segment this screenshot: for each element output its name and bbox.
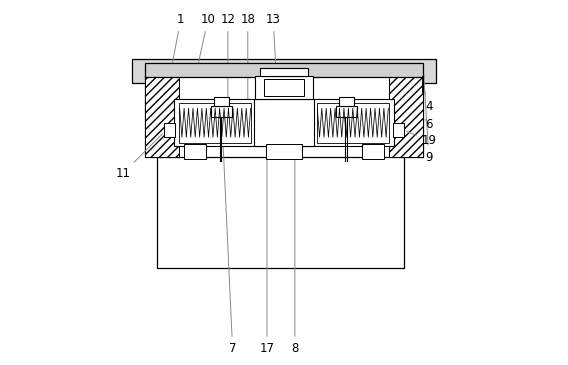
Text: 13: 13	[266, 13, 281, 143]
Bar	[264, 79, 304, 96]
Text: 19: 19	[406, 131, 436, 147]
Text: 17: 17	[260, 102, 274, 355]
Text: 4: 4	[424, 86, 433, 113]
Bar	[144, 76, 179, 157]
Bar	[211, 107, 232, 117]
Bar	[157, 66, 403, 268]
Text: 1: 1	[172, 13, 185, 64]
Text: 11: 11	[115, 134, 162, 180]
Bar	[336, 107, 357, 117]
Bar	[340, 97, 354, 107]
Bar	[421, 76, 424, 92]
Bar	[165, 123, 174, 137]
Bar	[362, 145, 383, 159]
Bar	[255, 76, 313, 99]
Text: 8: 8	[291, 109, 299, 355]
Text: 9: 9	[424, 73, 433, 164]
Bar	[394, 123, 403, 137]
Bar	[254, 99, 314, 146]
Bar	[214, 97, 228, 107]
Text: 10: 10	[196, 13, 215, 75]
Bar	[144, 76, 424, 157]
Text: 18: 18	[240, 13, 255, 143]
Bar	[316, 103, 389, 143]
Bar	[132, 59, 436, 83]
Text: 7: 7	[222, 109, 236, 355]
Bar	[173, 99, 395, 146]
Text: 12: 12	[220, 13, 235, 143]
Bar	[261, 68, 307, 76]
Bar	[266, 145, 302, 159]
Text: 6: 6	[425, 118, 433, 131]
Bar	[144, 63, 424, 77]
Bar	[389, 76, 424, 157]
Bar	[179, 103, 252, 143]
Bar	[185, 145, 206, 159]
